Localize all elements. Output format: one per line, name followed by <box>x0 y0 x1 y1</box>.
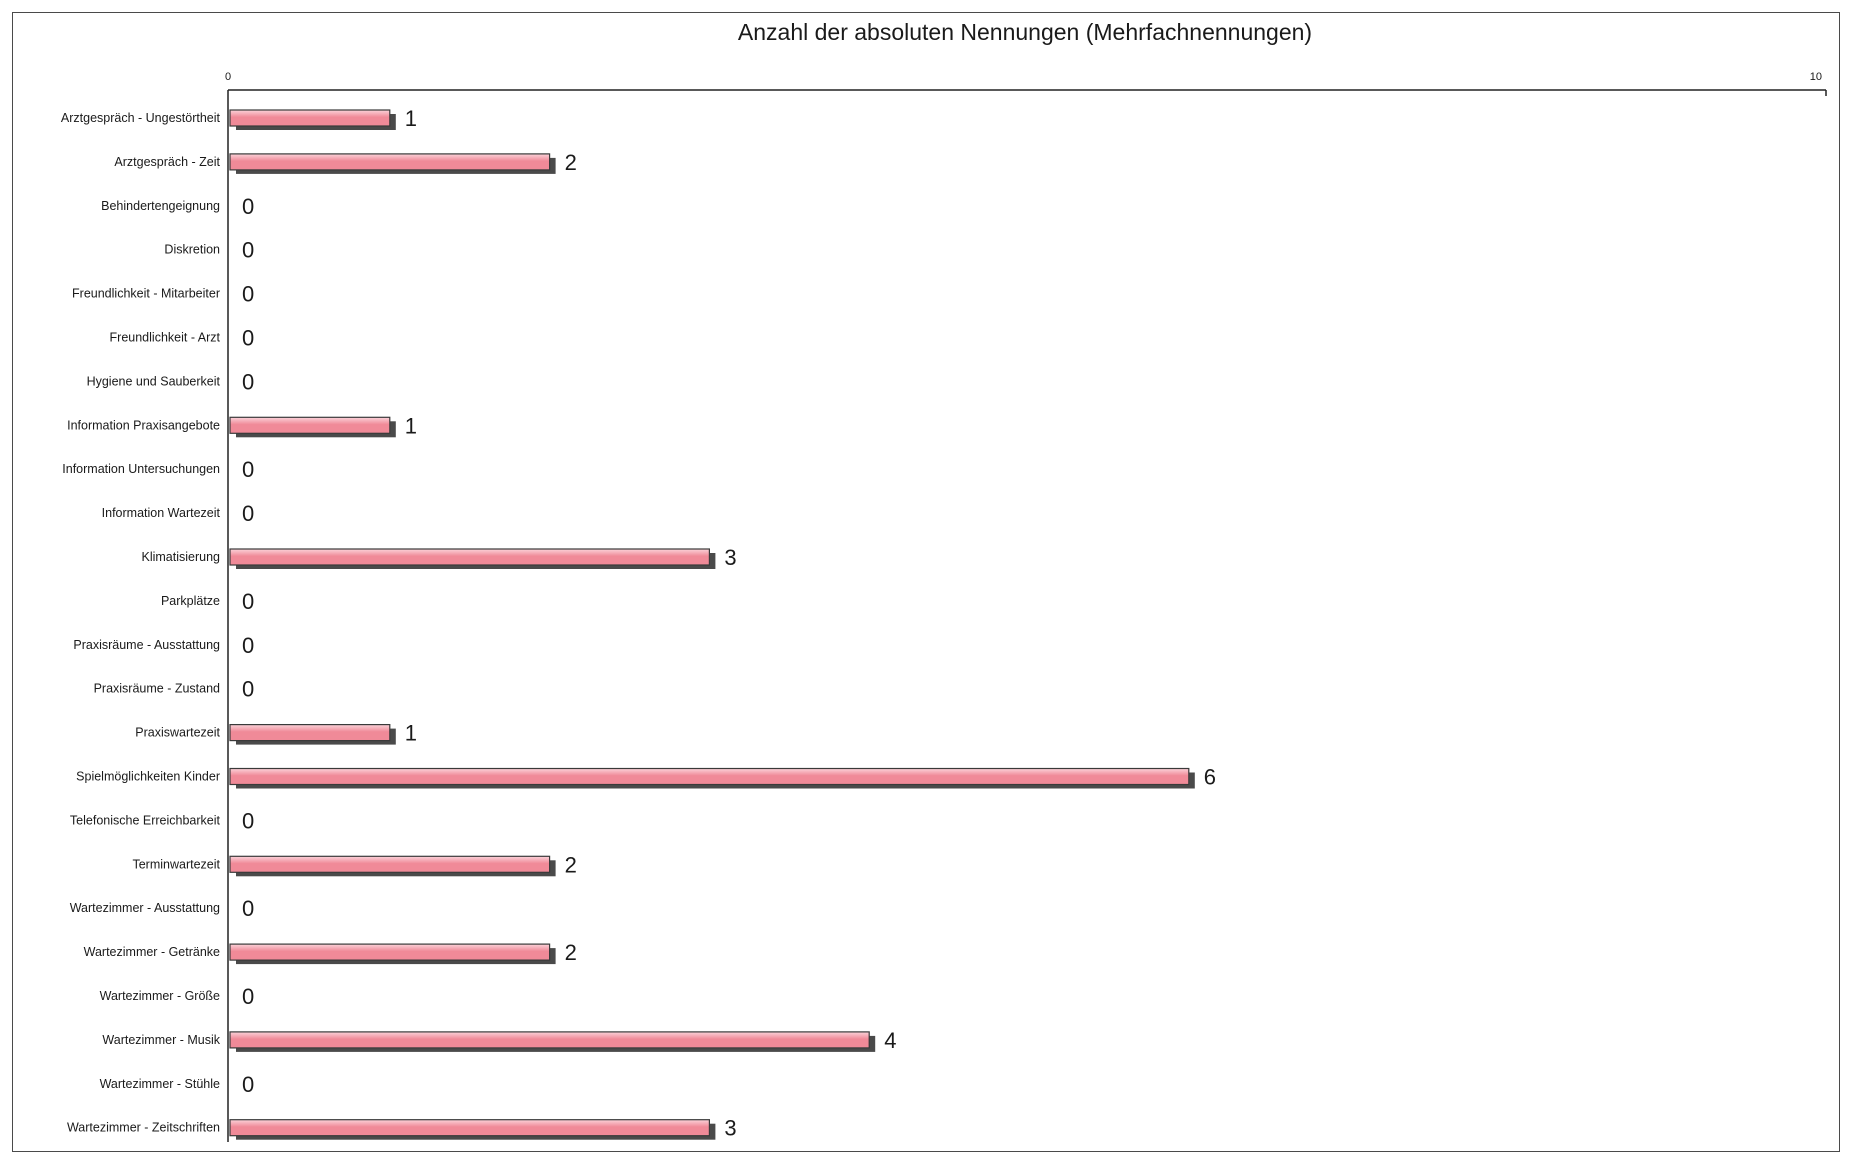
bar <box>229 943 551 961</box>
x-tick-label: 0 <box>225 71 231 83</box>
bar <box>229 723 391 742</box>
value-label: 2 <box>565 852 577 877</box>
value-label: 1 <box>405 413 417 438</box>
bar <box>229 1031 870 1049</box>
chart-title: Anzahl der absoluten Nennungen (Mehrfach… <box>738 19 1312 45</box>
category-label: Praxisräume - Ausstattung <box>73 638 220 652</box>
value-label: 6 <box>1204 765 1216 790</box>
value-label: 2 <box>565 940 577 965</box>
value-label: 0 <box>242 677 254 702</box>
value-label: 1 <box>405 721 417 746</box>
value-label: 0 <box>242 457 254 482</box>
value-label: 0 <box>242 238 254 263</box>
category-label: Wartezimmer - Größe <box>100 989 220 1003</box>
value-label: 1 <box>405 106 417 131</box>
value-label: 0 <box>242 896 254 921</box>
bar <box>229 1119 710 1137</box>
value-label: 3 <box>724 1116 736 1141</box>
bar <box>229 855 551 873</box>
category-label: Wartezimmer - Getränke <box>84 945 220 959</box>
category-label: Klimatisierung <box>141 550 220 564</box>
value-label: 0 <box>242 808 254 833</box>
category-label: Parkplätze <box>161 594 220 608</box>
category-label: Arztgespräch - Zeit <box>114 155 220 169</box>
category-label: Wartezimmer - Stühle <box>100 1077 220 1091</box>
category-label: Praxiswartezeit <box>135 726 220 740</box>
value-label: 0 <box>242 984 254 1009</box>
bar <box>229 153 551 171</box>
x-tick-label: 10 <box>1810 71 1822 83</box>
category-label: Behindertengeignung <box>101 199 220 213</box>
category-label: Wartezimmer - Musik <box>102 1033 220 1047</box>
category-label: Arztgespräch - Ungestörtheit <box>61 111 221 125</box>
category-label: Wartezimmer - Zeitschriften <box>67 1121 220 1135</box>
value-label: 3 <box>724 545 736 570</box>
bar <box>229 767 1190 786</box>
category-label: Telefonische Erreichbarkeit <box>70 813 221 827</box>
value-label: 0 <box>242 326 254 351</box>
category-label: Hygiene und Sauberkeit <box>87 374 221 388</box>
category-label: Praxisräume - Zustand <box>94 682 220 696</box>
value-label: 0 <box>242 633 254 658</box>
category-label: Information Wartezeit <box>102 506 221 520</box>
category-label: Information Praxisangebote <box>67 418 220 432</box>
value-label: 0 <box>242 282 254 307</box>
value-label: 4 <box>884 1028 896 1053</box>
value-label: 0 <box>242 369 254 394</box>
category-label: Freundlichkeit - Mitarbeiter <box>72 287 220 301</box>
category-label: Freundlichkeit - Arzt <box>110 331 221 345</box>
category-label: Information Untersuchungen <box>62 462 220 476</box>
category-label: Wartezimmer - Ausstattung <box>70 901 220 915</box>
category-label: Spielmöglichkeiten Kinder <box>76 770 220 784</box>
value-label: 0 <box>242 1072 254 1097</box>
value-label: 2 <box>565 150 577 175</box>
value-label: 0 <box>242 194 254 219</box>
bar <box>229 416 391 434</box>
value-label: 0 <box>242 501 254 526</box>
bar <box>229 109 391 127</box>
category-label: Diskretion <box>164 243 220 257</box>
bar <box>229 548 710 566</box>
value-label: 0 <box>242 589 254 614</box>
category-label: Terminwartezeit <box>132 857 220 871</box>
